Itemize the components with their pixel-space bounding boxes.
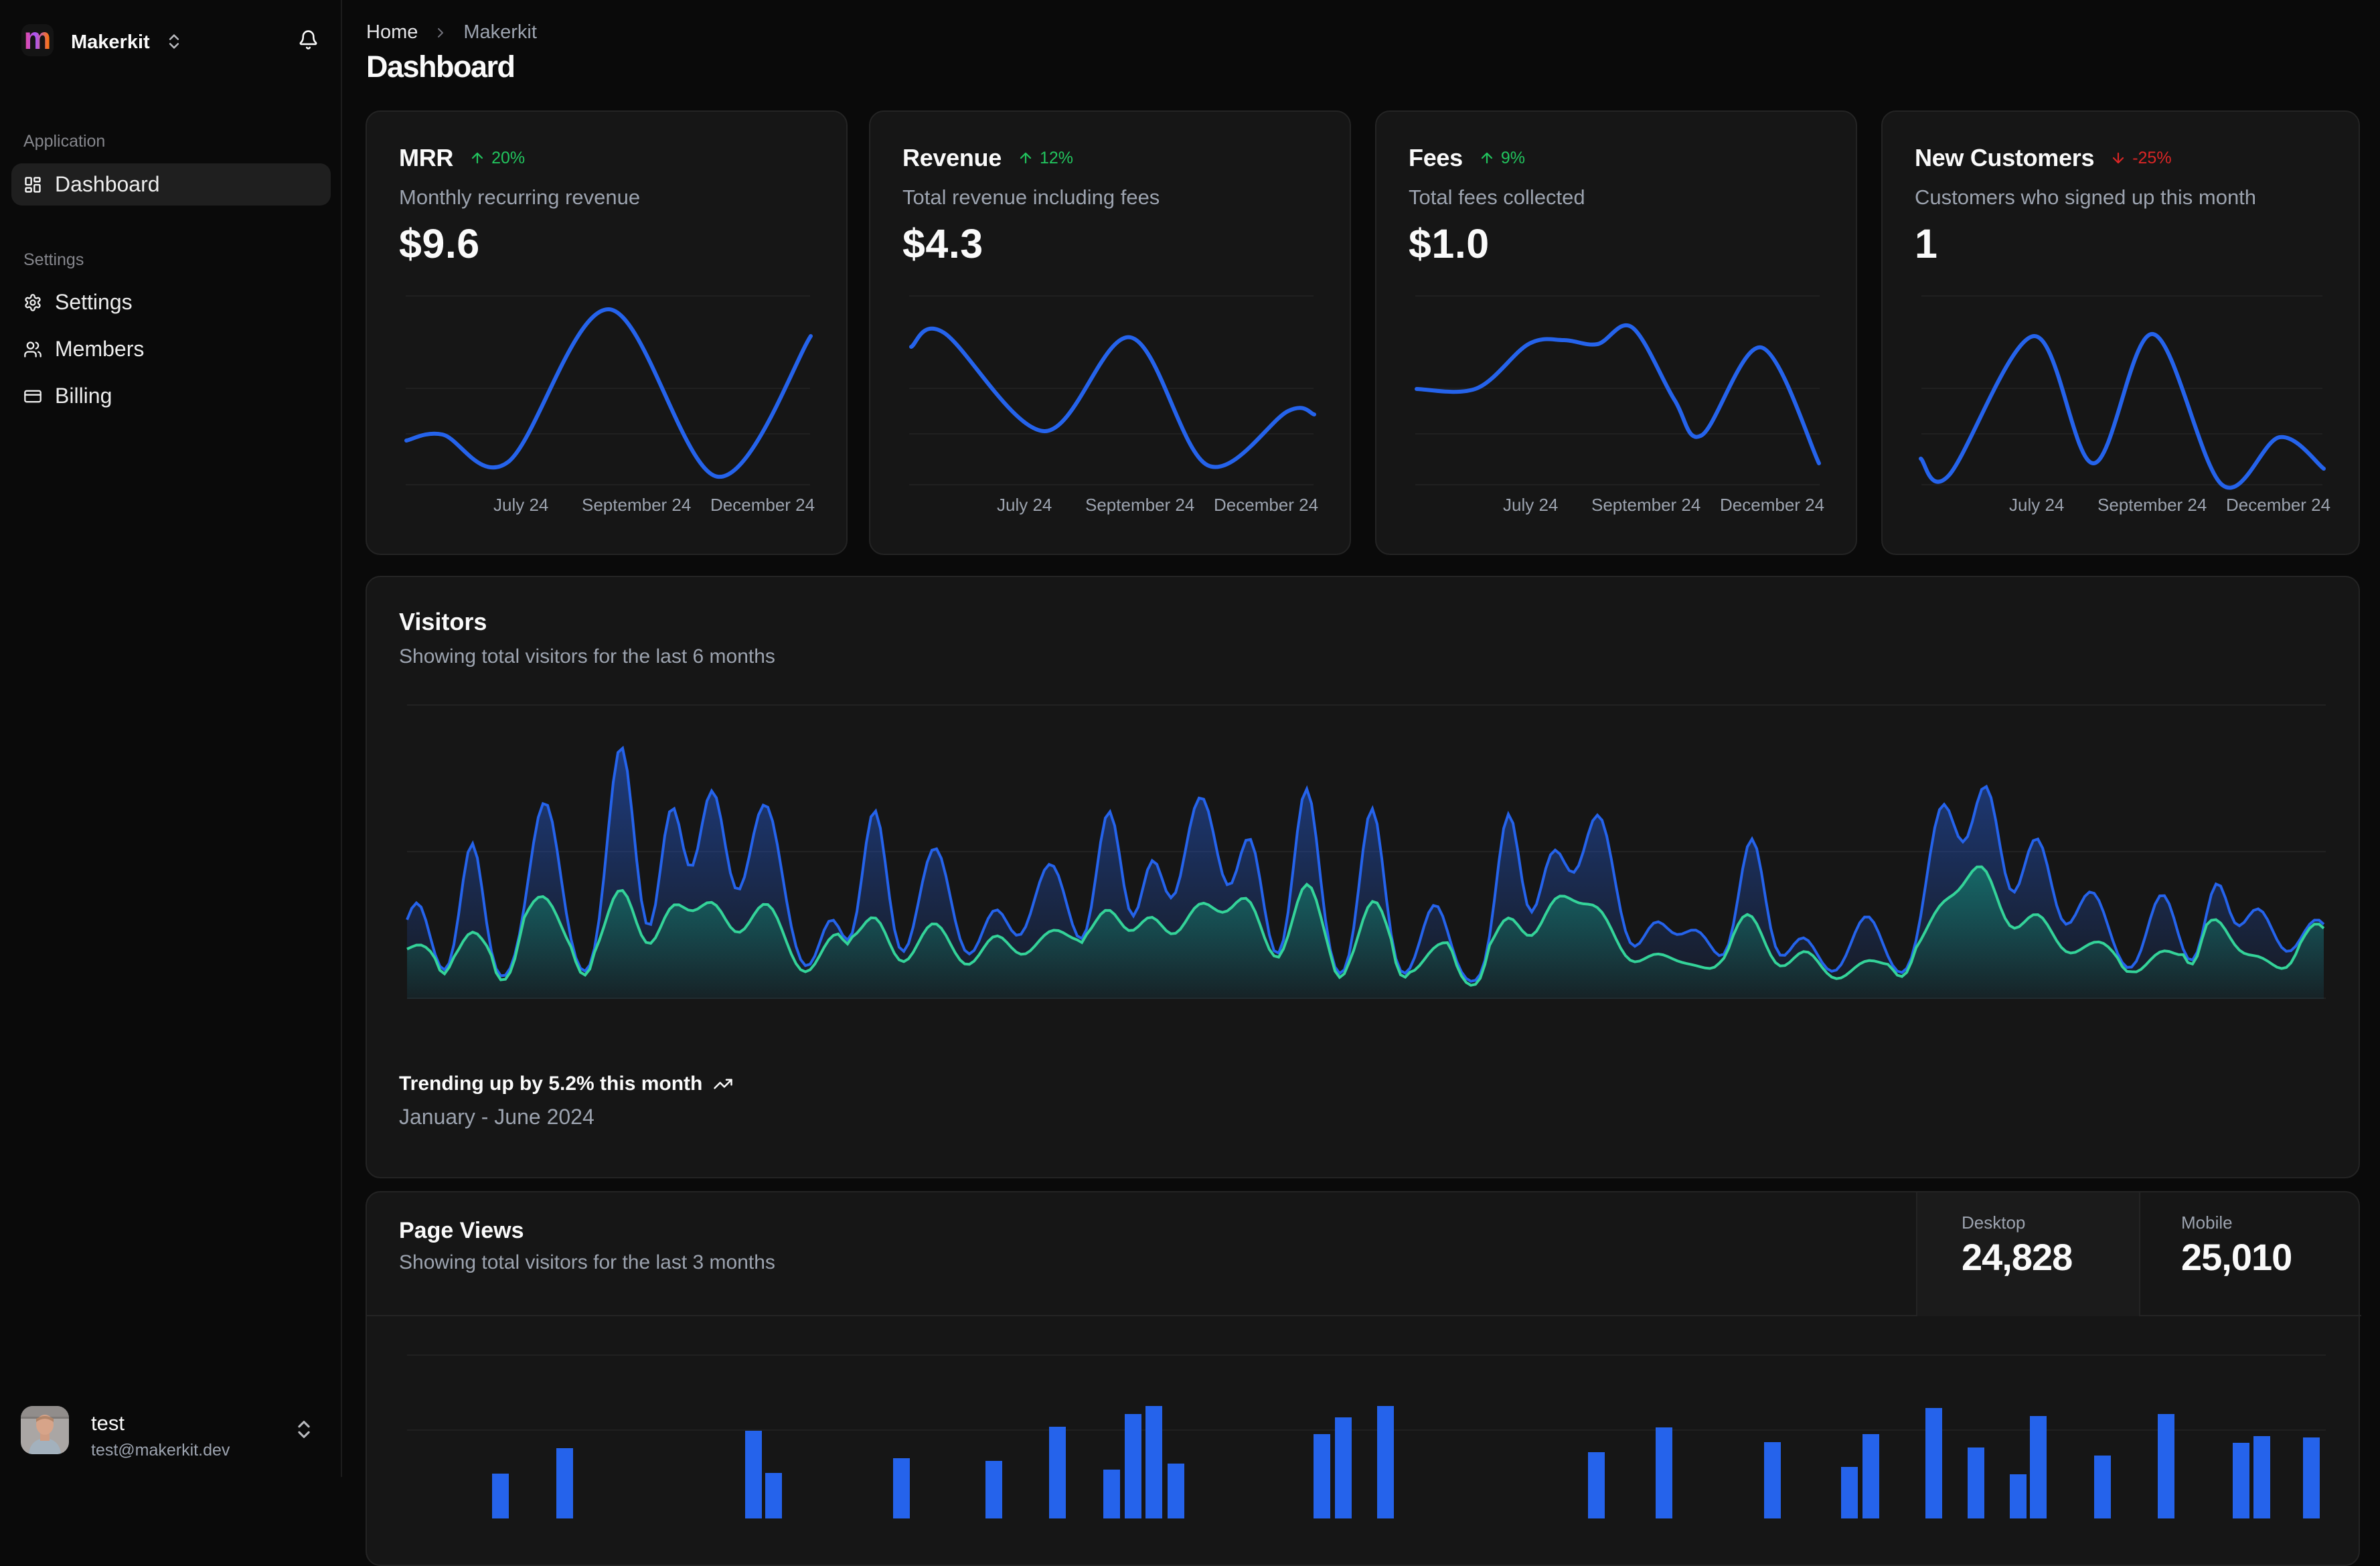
svg-text:m: m xyxy=(24,24,52,56)
